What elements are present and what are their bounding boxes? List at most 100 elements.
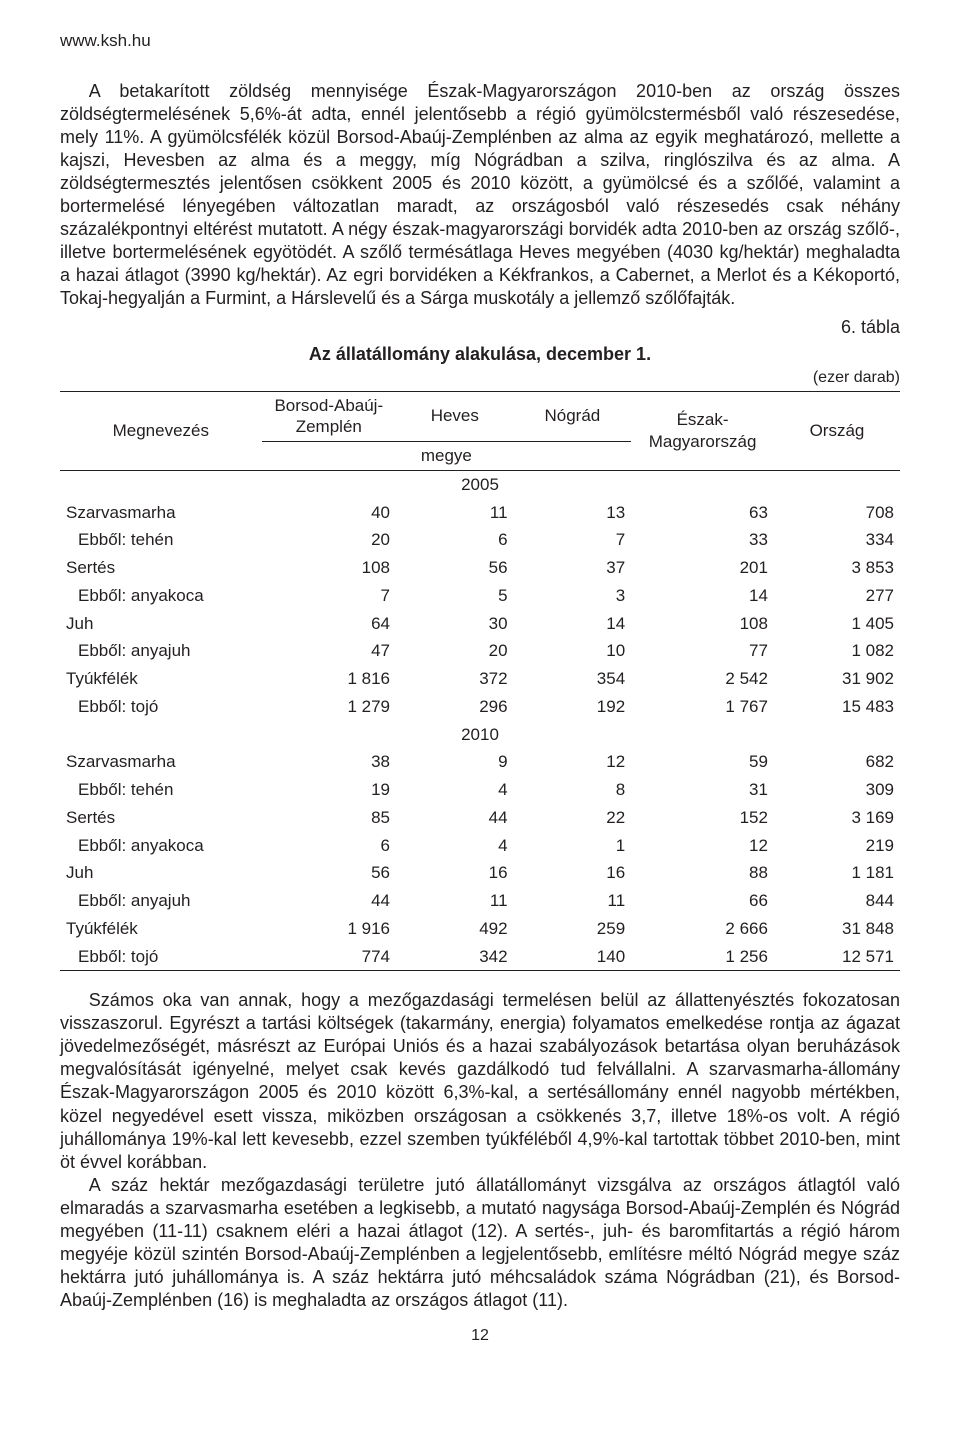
cell-value: 2 542 xyxy=(631,665,774,693)
table-row: Tyúkfélék1 8163723542 54231 902 xyxy=(60,665,900,693)
cell-value: 44 xyxy=(396,804,514,832)
row-name: Ebből: tojó xyxy=(60,693,262,721)
cell-value: 3 853 xyxy=(774,554,900,582)
table-row: Szarvasmarha3891259682 xyxy=(60,748,900,776)
cell-value: 354 xyxy=(514,665,632,693)
row-name: Ebből: tehén xyxy=(60,526,262,554)
year-row: 2010 xyxy=(60,721,900,749)
cell-value: 15 483 xyxy=(774,693,900,721)
cell-value: 37 xyxy=(514,554,632,582)
row-name: Szarvasmarha xyxy=(60,499,262,527)
cell-value: 88 xyxy=(631,859,774,887)
cell-value: 682 xyxy=(774,748,900,776)
cell-value: 6 xyxy=(396,526,514,554)
table-row: Tyúkfélék1 9164922592 66631 848 xyxy=(60,915,900,943)
cell-value: 1 279 xyxy=(262,693,396,721)
cell-value: 19 xyxy=(262,776,396,804)
row-name: Tyúkfélék xyxy=(60,665,262,693)
cell-value: 38 xyxy=(262,748,396,776)
table-row: Ebből: anyajuh44111166844 xyxy=(60,887,900,915)
body-text-2: Számos oka van annak, hogy a mezőgazdasá… xyxy=(60,989,900,1311)
col-header-megye: megye xyxy=(262,442,632,471)
cell-value: 31 xyxy=(631,776,774,804)
table-row: Ebből: tojó1 2792961921 76715 483 xyxy=(60,693,900,721)
cell-value: 13 xyxy=(514,499,632,527)
cell-value: 4 xyxy=(396,776,514,804)
cell-value: 11 xyxy=(396,499,514,527)
row-name: Sertés xyxy=(60,554,262,582)
table-row: Ebből: tehén206733334 xyxy=(60,526,900,554)
cell-value: 31 848 xyxy=(774,915,900,943)
cell-value: 10 xyxy=(514,637,632,665)
cell-value: 296 xyxy=(396,693,514,721)
cell-value: 1 082 xyxy=(774,637,900,665)
table-row: Ebből: anyakoca75314277 xyxy=(60,582,900,610)
cell-value: 16 xyxy=(396,859,514,887)
cell-value: 12 xyxy=(514,748,632,776)
table-row: Sertés10856372013 853 xyxy=(60,554,900,582)
cell-value: 108 xyxy=(262,554,396,582)
cell-value: 33 xyxy=(631,526,774,554)
cell-value: 1 816 xyxy=(262,665,396,693)
cell-value: 63 xyxy=(631,499,774,527)
table-row: Szarvasmarha40111363708 xyxy=(60,499,900,527)
cell-value: 12 571 xyxy=(774,943,900,971)
cell-value: 85 xyxy=(262,804,396,832)
table-row: Juh6430141081 405 xyxy=(60,610,900,638)
table-body: 2005Szarvasmarha40111363708Ebből: tehén2… xyxy=(60,470,900,971)
cell-value: 16 xyxy=(514,859,632,887)
table-title: Az állatállomány alakulása, december 1. xyxy=(60,343,900,366)
cell-value: 64 xyxy=(262,610,396,638)
paragraph-2: Számos oka van annak, hogy a mezőgazdasá… xyxy=(60,989,900,1173)
cell-value: 11 xyxy=(396,887,514,915)
cell-value: 334 xyxy=(774,526,900,554)
cell-value: 372 xyxy=(396,665,514,693)
table-row: Ebből: anyakoca64112219 xyxy=(60,832,900,860)
cell-value: 1 xyxy=(514,832,632,860)
site-url: www.ksh.hu xyxy=(60,30,900,52)
cell-value: 708 xyxy=(774,499,900,527)
cell-value: 20 xyxy=(262,526,396,554)
col-header-name: Megnevezés xyxy=(60,391,262,470)
cell-value: 14 xyxy=(631,582,774,610)
table-row: Juh561616881 181 xyxy=(60,859,900,887)
col-header-region: Észak-Magyarország xyxy=(631,391,774,470)
cell-value: 844 xyxy=(774,887,900,915)
table-row: Ebből: tehén194831309 xyxy=(60,776,900,804)
cell-value: 56 xyxy=(396,554,514,582)
cell-value: 56 xyxy=(262,859,396,887)
cell-value: 309 xyxy=(774,776,900,804)
row-name: Juh xyxy=(60,610,262,638)
cell-value: 11 xyxy=(514,887,632,915)
row-name: Ebből: anyajuh xyxy=(60,887,262,915)
page-number: 12 xyxy=(60,1326,900,1346)
year-row: 2005 xyxy=(60,470,900,498)
cell-value: 14 xyxy=(514,610,632,638)
cell-value: 6 xyxy=(262,832,396,860)
cell-value: 22 xyxy=(514,804,632,832)
cell-value: 492 xyxy=(396,915,514,943)
cell-value: 259 xyxy=(514,915,632,943)
cell-value: 2 666 xyxy=(631,915,774,943)
cell-value: 1 256 xyxy=(631,943,774,971)
cell-value: 31 902 xyxy=(774,665,900,693)
cell-value: 20 xyxy=(396,637,514,665)
body-text-1: A betakarított zöldség mennyisége Észak-… xyxy=(60,80,900,310)
table-index: 6. tábla xyxy=(60,316,900,339)
page: www.ksh.hu A betakarított zöldség mennyi… xyxy=(0,0,960,1431)
year-label: 2010 xyxy=(60,721,900,749)
row-name: Juh xyxy=(60,859,262,887)
cell-value: 7 xyxy=(514,526,632,554)
row-name: Ebből: anyakoca xyxy=(60,832,262,860)
cell-value: 9 xyxy=(396,748,514,776)
col-header-nograd: Nógrád xyxy=(514,391,632,442)
cell-value: 192 xyxy=(514,693,632,721)
row-name: Ebből: anyakoca xyxy=(60,582,262,610)
cell-value: 59 xyxy=(631,748,774,776)
table-row: Sertés8544221523 169 xyxy=(60,804,900,832)
cell-value: 44 xyxy=(262,887,396,915)
col-header-baz: Borsod-Abaúj-Zemplén xyxy=(262,391,396,442)
cell-value: 277 xyxy=(774,582,900,610)
row-name: Ebből: tojó xyxy=(60,943,262,971)
cell-value: 342 xyxy=(396,943,514,971)
